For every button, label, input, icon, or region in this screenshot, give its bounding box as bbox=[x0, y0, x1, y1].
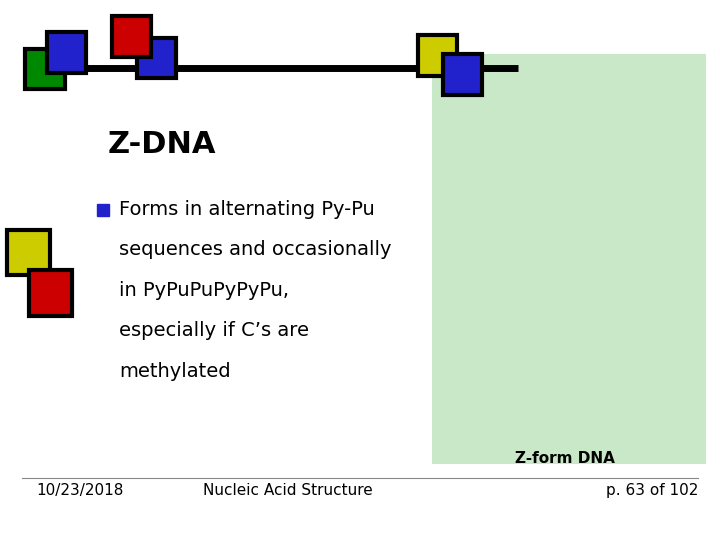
Text: in PyPuPuPyPyPu,: in PyPuPuPyPyPu, bbox=[119, 281, 289, 300]
Bar bbox=[47, 32, 86, 73]
Text: Z-DNA: Z-DNA bbox=[108, 130, 217, 159]
Bar bbox=[112, 16, 151, 57]
Bar bbox=[137, 38, 176, 78]
Bar bbox=[7, 230, 50, 275]
Bar bbox=[29, 270, 72, 316]
Text: sequences and occasionally: sequences and occasionally bbox=[119, 240, 391, 259]
Text: Forms in alternating Py-Pu: Forms in alternating Py-Pu bbox=[119, 200, 374, 219]
Text: methylated: methylated bbox=[119, 362, 230, 381]
Bar bbox=[25, 49, 65, 89]
Bar bbox=[97, 204, 109, 216]
Text: p. 63 of 102: p. 63 of 102 bbox=[606, 483, 698, 498]
Bar bbox=[432, 54, 706, 464]
Text: Nucleic Acid Structure: Nucleic Acid Structure bbox=[203, 483, 373, 498]
Bar bbox=[418, 35, 457, 76]
Text: especially if C’s are: especially if C’s are bbox=[119, 321, 309, 340]
Text: Z-form DNA: Z-form DNA bbox=[516, 451, 615, 466]
Text: 10/23/2018: 10/23/2018 bbox=[36, 483, 123, 498]
Bar bbox=[443, 54, 482, 94]
